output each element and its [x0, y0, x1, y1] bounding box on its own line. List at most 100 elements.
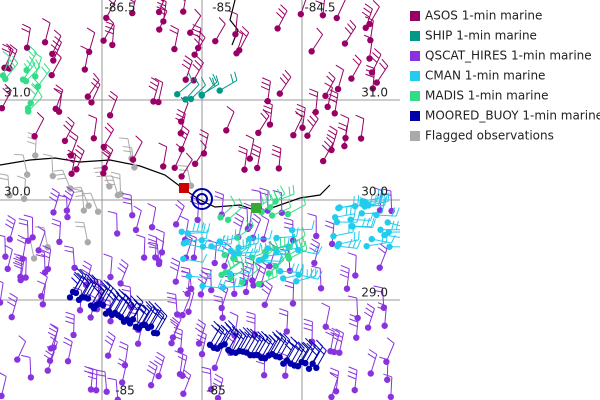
barb-staff	[333, 332, 340, 353]
barb-tick	[214, 373, 224, 380]
legend-label: MOORED_BUOY 1-min marine	[425, 109, 600, 123]
wind-barb	[348, 314, 360, 341]
barb-tick	[300, 242, 304, 252]
barb-staff	[350, 219, 371, 221]
station-dot	[208, 286, 215, 294]
barb-staff	[22, 63, 36, 80]
barb-tick	[348, 238, 353, 248]
barb-staff	[131, 0, 136, 14]
barb-staff	[369, 38, 373, 59]
wind-barb	[321, 302, 331, 330]
station-dot	[191, 51, 198, 58]
barb-tick	[169, 266, 179, 272]
barb-tick	[50, 192, 59, 198]
wind-barb	[32, 52, 42, 80]
barb-tick	[110, 290, 118, 299]
station-dot	[171, 164, 178, 171]
barb-tick	[118, 345, 128, 351]
barb-tick	[362, 217, 366, 227]
barb-tick	[282, 73, 289, 81]
barb-tick	[373, 289, 383, 293]
station-dot	[68, 170, 75, 177]
barb-tick	[135, 135, 143, 143]
wind-barb	[274, 4, 288, 32]
barb-tick	[102, 151, 110, 159]
barb-tick	[365, 69, 375, 74]
station-dot	[190, 254, 198, 261]
barb-tick	[158, 312, 166, 321]
barb-staff	[336, 0, 346, 19]
station-dot	[313, 364, 320, 372]
wind-barb	[334, 64, 345, 93]
station-dot	[384, 376, 391, 383]
wind-barb	[184, 223, 211, 237]
barb-staff	[225, 111, 235, 131]
barb-staff	[189, 15, 202, 33]
barb-tick	[262, 108, 270, 117]
barb-tick	[84, 365, 94, 371]
barb-staff	[355, 317, 359, 338]
barb-tick	[7, 48, 16, 55]
barb-staff	[7, 175, 11, 196]
barb-tick	[295, 263, 300, 273]
barb-staff	[22, 154, 28, 175]
barb-tick	[330, 367, 339, 372]
wind-barb	[181, 55, 193, 83]
station-dot	[348, 75, 355, 82]
wind-barb	[293, 267, 317, 285]
station-dot	[0, 392, 5, 400]
barb-tick	[180, 266, 190, 270]
barb-tick	[214, 195, 224, 200]
wind-barb	[329, 367, 340, 395]
wind-barb	[276, 333, 291, 361]
barb-tick	[365, 73, 375, 78]
station-dot	[250, 282, 257, 289]
barb-tick	[198, 329, 207, 336]
barb-tick	[366, 303, 375, 310]
barb-tick	[51, 222, 61, 227]
barb-tick	[34, 79, 42, 87]
barb-tick	[121, 291, 129, 299]
barb-tick	[201, 371, 211, 375]
barb-tick	[27, 140, 37, 145]
wind-barb	[174, 350, 184, 378]
barb-staff	[230, 246, 251, 252]
barb-tick	[208, 269, 213, 279]
barb-tick	[229, 311, 239, 317]
station-dot	[254, 164, 261, 172]
barb-staff	[179, 354, 184, 375]
barb-tick	[82, 264, 91, 271]
station-dot	[208, 243, 215, 250]
barb-tick	[107, 377, 117, 381]
barb-tick	[108, 0, 114, 5]
barb-tick	[137, 306, 145, 314]
station-dot	[160, 163, 167, 170]
barb-tick	[279, 308, 289, 312]
station-dot	[304, 132, 311, 139]
station-dot	[334, 242, 341, 250]
barb-staff	[202, 285, 223, 289]
station-dot	[334, 85, 342, 93]
station-dot	[309, 360, 316, 367]
station-dot	[85, 202, 92, 209]
barb-tick	[178, 133, 187, 140]
barb-tick	[387, 192, 390, 202]
barb-tick	[366, 217, 371, 227]
barb-tick	[177, 199, 185, 207]
barb-staff	[109, 96, 118, 116]
barb-staff	[185, 238, 193, 258]
station-dot	[255, 129, 262, 137]
barb-staff	[58, 91, 63, 112]
barb-staff	[249, 337, 261, 356]
barb-tick	[233, 221, 242, 227]
barb-staff	[51, 35, 62, 55]
station-dot	[358, 210, 365, 217]
wind-barb	[239, 327, 254, 355]
barb-tick	[353, 231, 356, 241]
barb-tick	[197, 278, 206, 285]
barb-tick	[37, 280, 46, 285]
station-dot	[129, 212, 136, 219]
barb-tick	[198, 30, 206, 38]
wind-barb	[178, 124, 190, 153]
barb-tick	[33, 52, 42, 58]
